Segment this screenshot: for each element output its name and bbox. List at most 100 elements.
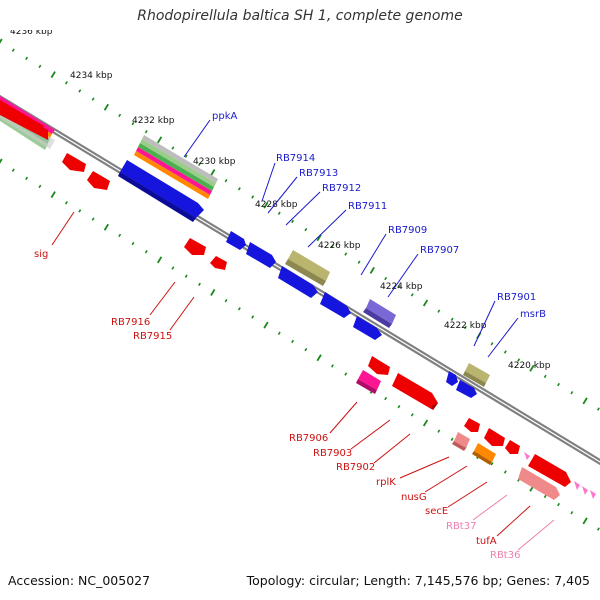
tick-mark: [38, 184, 42, 189]
gene-RB7914: [226, 231, 246, 250]
tick-mark: [50, 71, 56, 79]
gene-sig-a: [62, 153, 86, 172]
tick-mark: [118, 233, 122, 238]
gene-label-secE: secE: [425, 506, 448, 517]
tick-mark: [237, 187, 241, 191]
tick-mark: [304, 347, 308, 352]
gene-RB7915: [210, 256, 227, 270]
gene-label-tufA: tufA: [476, 536, 497, 547]
tick-mark: [277, 331, 281, 335]
tick-mark: [25, 176, 29, 181]
gene-label-RB7915: RB7915: [133, 331, 172, 342]
kbp-label: 4222 kbp: [444, 321, 487, 331]
tick-mark: [582, 397, 588, 405]
tick-mark: [582, 517, 588, 525]
tick-mark: [316, 354, 322, 362]
gene-label-nusG: nusG: [401, 492, 427, 503]
kbp-label: 4230 kbp: [193, 157, 236, 167]
tick-mark: [78, 209, 82, 213]
tick-mark: [131, 121, 135, 126]
tick-mark: [118, 113, 122, 118]
tick-mark: [384, 396, 388, 401]
tick-mark: [410, 413, 414, 417]
gene-RB7911-olive: [288, 250, 330, 281]
tick-mark: [65, 201, 68, 205]
gene-label-sig: sig: [34, 249, 48, 260]
gene-nusG: [484, 428, 505, 446]
tick-mark: [596, 527, 600, 531]
tick-mark: [25, 56, 29, 61]
tick-mark: [422, 419, 429, 427]
upper-strand-genes: [118, 135, 490, 398]
tick-mark: [184, 274, 188, 278]
tick-mark: [557, 502, 560, 507]
gene-RBt37: [454, 432, 470, 448]
kbp-label: 4234 kbp: [70, 71, 113, 81]
inner-tick-track: [0, 158, 600, 531]
tick-mark: [316, 234, 322, 242]
kbp-label: 4232 kbp: [132, 116, 175, 126]
gene-RBt36: [518, 467, 560, 500]
tick-mark: [570, 511, 574, 515]
kbp-label: 4236 kbp: [10, 27, 53, 37]
tick-mark: [570, 391, 574, 395]
tick-mark: [144, 250, 148, 254]
kbp-label: 4224 kbp: [380, 282, 423, 292]
tick-mark: [384, 276, 388, 281]
gene-label-RBt36: RBt36: [490, 550, 520, 561]
tick-mark: [503, 470, 507, 474]
tick-mark: [171, 146, 175, 150]
gene-RB7907: [366, 299, 396, 324]
tick-mark: [490, 342, 494, 346]
tick-mark: [78, 89, 82, 93]
gene-ppkA: [120, 160, 204, 218]
tick-mark: [210, 289, 216, 296]
tick-mark: [450, 437, 454, 442]
tick-mark: [224, 298, 228, 303]
gene-RB7913: [246, 242, 276, 268]
gene-label-msrB: msrB: [520, 309, 546, 320]
gene-rplK: [464, 418, 480, 432]
accession-text: Accession: NC_005027: [8, 573, 151, 588]
gene-label-RB7914: RB7914: [276, 153, 315, 164]
tick-mark: [344, 252, 348, 256]
tick-mark: [410, 293, 414, 297]
tick-mark: [344, 372, 348, 376]
gene-RB7916: [184, 238, 206, 255]
tick-mark: [131, 241, 135, 246]
tick-mark: [277, 211, 281, 215]
tick-mark: [156, 136, 163, 144]
gene-RB7906-a: [368, 356, 390, 375]
tick-mark: [263, 201, 269, 209]
gene-RB7903: [392, 373, 438, 410]
tick-mark: [50, 191, 56, 199]
gene-RB7912: [278, 266, 318, 298]
gene-label-rplK: rplK: [376, 477, 396, 488]
tick-mark: [422, 299, 429, 307]
tick-mark: [291, 339, 295, 344]
gene-label-ppkA: ppkA: [212, 111, 237, 122]
tick-mark: [463, 325, 467, 330]
genome-summary-text: Topology: circular; Length: 7,145,576 bp…: [246, 573, 590, 588]
gene-label-RB7913: RB7913: [299, 168, 338, 179]
tick-mark: [65, 81, 68, 85]
tick-mark: [103, 103, 109, 111]
lower-strand-genes: [62, 153, 596, 500]
tick-mark: [517, 358, 521, 362]
tick-mark: [171, 266, 175, 270]
kbp-label: 4220 kbp: [508, 361, 551, 371]
tick-mark: [0, 38, 3, 44]
tick-mark: [91, 217, 95, 221]
tick-mark: [357, 260, 361, 264]
kbp-labels: 4236 kbp 4234 kbp 4232 kbp 4230 kbp 4228…: [10, 27, 551, 371]
tick-mark: [437, 429, 441, 433]
tick-mark: [596, 407, 600, 411]
tick-mark: [291, 219, 295, 224]
tick-mark: [543, 494, 547, 499]
gene-label-RB7903: RB7903: [313, 448, 352, 459]
tick-mark: [11, 168, 15, 172]
tick-mark: [437, 309, 441, 313]
gene-ppkA-band: [136, 147, 212, 195]
tick-mark: [397, 404, 401, 409]
tick-mark: [330, 244, 334, 248]
